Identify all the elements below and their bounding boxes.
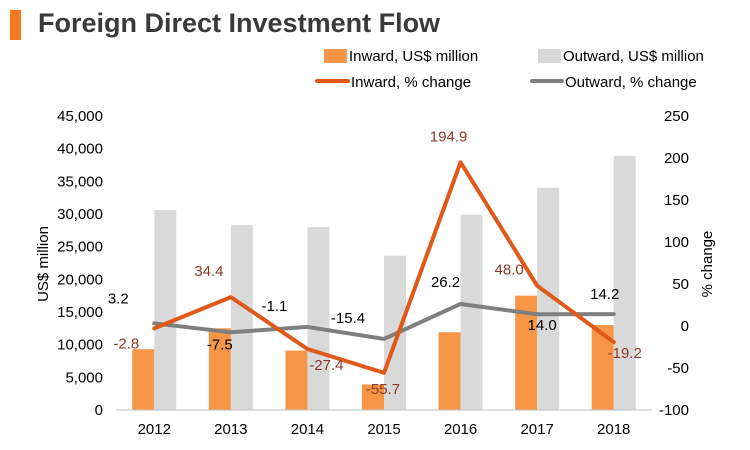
y-tick-label: 10,000 (57, 337, 103, 354)
legend-swatch-outward-bar (538, 49, 561, 63)
bar-inward (285, 350, 308, 410)
legend-swatch-inward-bar (324, 49, 347, 63)
y2-tick-label: 250 (664, 108, 689, 125)
line-outward-pct-change (152, 301, 616, 341)
y-tick-label: 40,000 (57, 141, 103, 158)
legend-label-inward-bar: Inward, US$ million (349, 48, 478, 65)
y-tick-label: 35,000 (57, 173, 103, 190)
legend-label-inward-line: Inward, % change (351, 74, 471, 91)
y-tick-label: 25,000 (57, 239, 103, 256)
y-tick-label: 0 (95, 402, 103, 419)
bar-inward (132, 349, 155, 410)
bar-outward (613, 155, 636, 410)
line-inward-pct-change (152, 160, 616, 375)
bar-outward (230, 225, 253, 410)
bar-inward (362, 384, 384, 410)
y2-tick-label: -50 (667, 360, 689, 377)
y2-tick-label: 0 (681, 318, 689, 335)
y-tick-label: 5,000 (65, 369, 103, 386)
x-tick-label: 2015 (367, 421, 400, 438)
data-label-inward-pct: -27.4 (309, 357, 343, 374)
x-tick-label: 2014 (291, 421, 324, 438)
x-tick-label: 2018 (597, 421, 630, 438)
y-axis-title: US$ million (35, 226, 52, 302)
bar-inward (515, 295, 538, 410)
data-label-outward-pct: 14.2 (590, 286, 619, 303)
y2-tick-label: -100 (659, 402, 689, 419)
y-tick-label: 30,000 (57, 206, 103, 223)
y-tick-label: 20,000 (57, 271, 103, 288)
y2-tick-label: 50 (672, 276, 689, 293)
data-label-outward-pct: 26.2 (431, 274, 460, 291)
data-label-outward-pct: -1.1 (261, 298, 287, 315)
data-label-inward-pct: 194.9 (430, 128, 468, 145)
y2-tick-label: 150 (664, 192, 689, 209)
x-tick-label: 2017 (520, 421, 553, 438)
data-labels: -2.8 34.4 -27.4 -55.7 194.9 48.0 -19.2 3.2 -7.5 -… (108, 128, 642, 398)
y2-tick-label: 100 (664, 234, 689, 251)
x-tick-label: 2012 (138, 421, 171, 438)
lines-group (152, 160, 616, 375)
x-axis-ticks: 2012 2013 2014 2015 2016 2017 2018 (138, 421, 631, 438)
y-tick-label: 15,000 (57, 304, 103, 321)
data-label-inward-pct: 48.0 (495, 262, 524, 279)
data-label-outward-pct: -7.5 (207, 336, 233, 353)
data-label-inward-pct: -55.7 (366, 381, 400, 398)
bar-outward (307, 227, 330, 410)
bar-outward (537, 187, 560, 410)
bar-inward (438, 332, 461, 410)
data-label-inward-pct: -2.8 (113, 335, 139, 352)
y2-tick-label: 200 (664, 150, 689, 167)
bars-group (132, 155, 636, 410)
chart-title: Foreign Direct Investment Flow (38, 8, 441, 38)
bar-outward (154, 210, 177, 410)
legend-label-outward-line: Outward, % change (565, 74, 697, 91)
data-label-outward-pct: 14.0 (528, 317, 557, 334)
bar-inward (591, 325, 614, 410)
bar-outward (460, 214, 483, 410)
y2-axis-ticks: -100 -50 0 50 100 150 200 250 (659, 108, 689, 419)
title-accent-bar (10, 10, 21, 40)
y-tick-label: 45,000 (57, 108, 103, 125)
y2-axis-title: % change (699, 231, 716, 298)
data-label-inward-pct: -19.2 (608, 345, 642, 362)
data-label-inward-pct: 34.4 (194, 263, 223, 280)
legend-label-outward-bar: Outward, US$ million (563, 48, 704, 65)
y-axis-ticks: 0 5,000 10,000 15,000 20,000 25,000 30,000 35,0… (57, 108, 103, 419)
x-tick-label: 2013 (214, 421, 247, 438)
x-tick-label: 2016 (444, 421, 477, 438)
bar-inward (208, 328, 231, 410)
legend: Inward, US$ million Outward, US$ million… (315, 48, 704, 91)
data-label-outward-pct: -15.4 (331, 310, 365, 327)
data-label-outward-pct: 3.2 (108, 290, 129, 307)
